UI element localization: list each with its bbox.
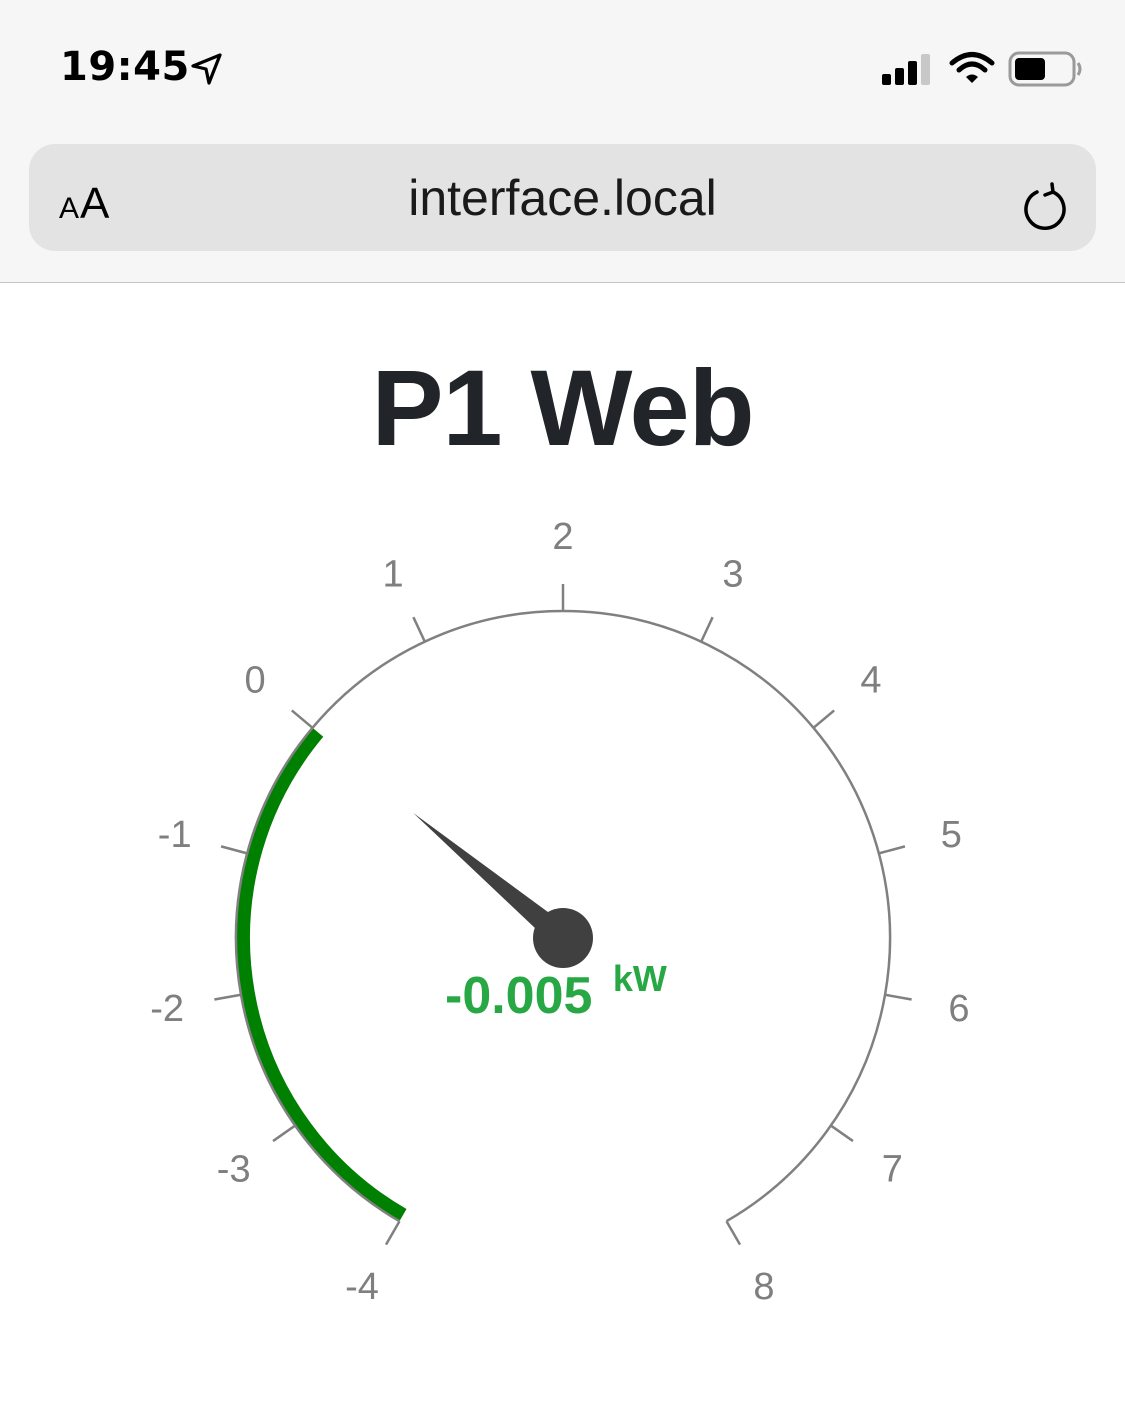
gauge-tick-label: 4 — [860, 660, 881, 702]
status-time: 19:45 — [60, 44, 190, 90]
gauge-tick-label: 5 — [941, 814, 962, 856]
text-size-small-label: A — [59, 192, 80, 225]
page-title: P1 Web — [371, 347, 754, 468]
gauge-tick — [700, 616, 714, 643]
gauge-tick — [412, 616, 426, 643]
gauge-tick-label: 6 — [948, 988, 969, 1030]
gauge-tick — [725, 1220, 742, 1246]
gauge-band — [236, 727, 407, 1222]
browser-toolbar: A A interface.local — [0, 130, 1125, 283]
gauge-tick — [878, 845, 906, 855]
gauge-tick — [384, 1220, 401, 1246]
gauge-tick-label: 8 — [753, 1266, 774, 1308]
cellular-signal-icon — [882, 54, 930, 85]
address-bar[interactable]: A A interface.local — [29, 144, 1096, 251]
status-bar: 19:45 — [0, 0, 1125, 130]
gauge-axis — [234, 609, 892, 1223]
location-arrow-icon — [191, 53, 222, 85]
gauge-tick-labels: -4 -3 -2 -1 0 1 2 3 4 5 6 7 8 — [150, 516, 969, 1308]
gauge-tick — [291, 709, 314, 729]
gauge-tick — [812, 709, 835, 729]
gauge-tick-label: -4 — [345, 1266, 379, 1308]
gauge-tick-label: 0 — [245, 660, 266, 702]
gauge-value-text: -0.005 kW — [445, 958, 667, 1025]
text-size-button[interactable]: A A — [59, 174, 110, 228]
gauge-tick-label: -3 — [217, 1149, 251, 1191]
gauge-value: -0.005 — [445, 967, 592, 1025]
gauge-tick-label: 1 — [383, 554, 404, 596]
gauge-tick — [272, 1124, 296, 1143]
reload-icon[interactable] — [1019, 182, 1071, 234]
gauge-tick — [220, 845, 248, 855]
gauge-ticks — [214, 584, 912, 1246]
url-text[interactable]: interface.local — [408, 170, 717, 226]
gauge-tick — [884, 993, 912, 1001]
gauge-tick-label: 7 — [882, 1149, 903, 1191]
gauge-needle — [413, 813, 571, 948]
gauge-tick — [214, 993, 242, 1001]
battery-icon — [1008, 51, 1082, 87]
gauge-tick — [830, 1124, 854, 1143]
gauge-tick-label: 2 — [552, 516, 573, 558]
wifi-icon — [949, 52, 995, 83]
gauge-unit: kW — [613, 958, 667, 999]
gauge-tick-label: -2 — [150, 988, 184, 1030]
gauge-tick-label: -1 — [158, 814, 192, 856]
gauge-tick-label: 3 — [722, 554, 743, 596]
text-size-large-label: A — [80, 179, 110, 228]
gauge-pivot — [533, 908, 593, 968]
